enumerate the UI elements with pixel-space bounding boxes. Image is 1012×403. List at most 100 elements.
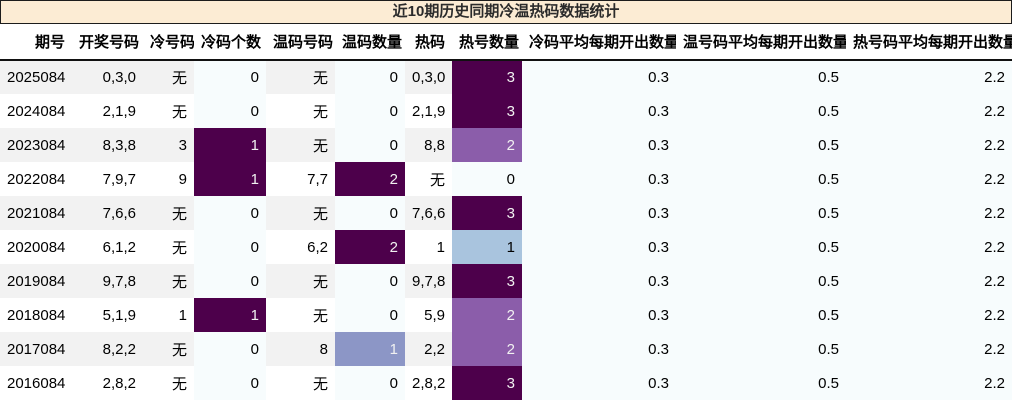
cell-period: 2020084 — [0, 230, 72, 264]
cell-period: 2017084 — [0, 332, 72, 366]
cell-draw: 9,7,8 — [72, 264, 143, 298]
cell-cold: 1 — [143, 298, 194, 332]
cell-hot_count: 3 — [452, 196, 522, 230]
column-header-hot_avg: 热号码平均每期开出数量 — [846, 24, 1012, 61]
table-body: 2025084 0,3,0 无 0 无 0 0,3,0 3 0.3 0.5 2.2 2024084 2,… — [0, 60, 1012, 400]
cell-warm_count: 0 — [335, 298, 405, 332]
cell-hot: 5,9 — [405, 298, 452, 332]
cell-cold: 无 — [143, 264, 194, 298]
cell-cold_avg: 0.3 — [522, 230, 676, 264]
cell-cold_count: 0 — [194, 60, 266, 94]
cell-hot_avg: 2.2 — [846, 128, 1012, 162]
cell-cold_count: 0 — [194, 230, 266, 264]
cell-hot_count: 0 — [452, 162, 522, 196]
column-header-warm_count: 温码数量 — [335, 24, 405, 61]
cell-cold_count: 0 — [194, 332, 266, 366]
cell-draw: 5,1,9 — [72, 298, 143, 332]
cell-warm: 无 — [266, 128, 335, 162]
cell-cold_avg: 0.3 — [522, 298, 676, 332]
cell-warm: 无 — [266, 298, 335, 332]
cell-draw: 6,1,2 — [72, 230, 143, 264]
cell-period: 2024084 — [0, 94, 72, 128]
cell-cold_count: 0 — [194, 196, 266, 230]
cell-cold_avg: 0.3 — [522, 94, 676, 128]
column-header-draw: 开奖号码 — [72, 24, 143, 61]
cell-hot: 无 — [405, 162, 452, 196]
cell-cold_avg: 0.3 — [522, 60, 676, 94]
cell-warm_count: 0 — [335, 264, 405, 298]
cell-period: 2025084 — [0, 60, 72, 94]
cell-hot_count: 1 — [452, 230, 522, 264]
table-row: 2025084 0,3,0 无 0 无 0 0,3,0 3 0.3 0.5 2.2 — [0, 60, 1012, 94]
cell-cold_count: 0 — [194, 264, 266, 298]
cell-warm: 无 — [266, 264, 335, 298]
cell-hot: 7,6,6 — [405, 196, 452, 230]
cell-warm_count: 0 — [335, 94, 405, 128]
column-header-warm_avg: 温号码平均每期开出数量 — [676, 24, 846, 61]
cell-hot_count: 3 — [452, 366, 522, 400]
cell-hot_avg: 2.2 — [846, 60, 1012, 94]
cell-hot_count: 3 — [452, 60, 522, 94]
cell-warm: 8 — [266, 332, 335, 366]
cell-hot_count: 3 — [452, 264, 522, 298]
cell-warm_avg: 0.5 — [676, 162, 846, 196]
table-row: 2024084 2,1,9 无 0 无 0 2,1,9 3 0.3 0.5 2.2 — [0, 94, 1012, 128]
cell-hot_avg: 2.2 — [846, 162, 1012, 196]
cell-hot: 2,2 — [405, 332, 452, 366]
cell-cold_count: 1 — [194, 128, 266, 162]
cell-cold_count: 0 — [194, 94, 266, 128]
table-header: 期号 开奖号码 冷号码 冷码个数 温码号码 温码数量 热码 热号数量 冷码平均每期开出数量 温号码… — [0, 24, 1012, 61]
cell-hot_avg: 2.2 — [846, 264, 1012, 298]
cell-cold: 无 — [143, 94, 194, 128]
cell-cold_count: 1 — [194, 162, 266, 196]
cell-hot: 2,8,2 — [405, 366, 452, 400]
cell-draw: 7,6,6 — [72, 196, 143, 230]
cell-warm_avg: 0.5 — [676, 298, 846, 332]
cell-draw: 2,1,9 — [72, 94, 143, 128]
page-title: 近10期历史同期冷温热码数据统计 — [0, 0, 1012, 24]
cell-hot_avg: 2.2 — [846, 196, 1012, 230]
cell-draw: 0,3,0 — [72, 60, 143, 94]
table-row: 2019084 9,7,8 无 0 无 0 9,7,8 3 0.3 0.5 2.2 — [0, 264, 1012, 298]
cell-cold_avg: 0.3 — [522, 332, 676, 366]
cell-warm_count: 0 — [335, 366, 405, 400]
cell-cold_avg: 0.3 — [522, 162, 676, 196]
cell-cold_count: 1 — [194, 298, 266, 332]
cell-period: 2023084 — [0, 128, 72, 162]
cell-warm_avg: 0.5 — [676, 128, 846, 162]
cell-cold: 9 — [143, 162, 194, 196]
cell-hot_count: 2 — [452, 332, 522, 366]
cell-period: 2022084 — [0, 162, 72, 196]
cell-cold_avg: 0.3 — [522, 264, 676, 298]
column-header-warm: 温码号码 — [266, 24, 335, 61]
cell-warm_count: 1 — [335, 332, 405, 366]
table-row: 2018084 5,1,9 1 1 无 0 5,9 2 0.3 0.5 2.2 — [0, 298, 1012, 332]
cell-period: 2018084 — [0, 298, 72, 332]
cell-hot: 9,7,8 — [405, 264, 452, 298]
cell-warm: 6,2 — [266, 230, 335, 264]
cell-period: 2019084 — [0, 264, 72, 298]
table-row: 2017084 8,2,2 无 0 8 1 2,2 2 0.3 0.5 2.2 — [0, 332, 1012, 366]
cold-warm-hot-stats-table: 期号 开奖号码 冷号码 冷码个数 温码号码 温码数量 热码 热号数量 冷码平均每期开出数量 温号码… — [0, 24, 1012, 400]
cell-warm_avg: 0.5 — [676, 230, 846, 264]
cell-warm: 无 — [266, 196, 335, 230]
cell-hot: 1 — [405, 230, 452, 264]
cell-cold_avg: 0.3 — [522, 196, 676, 230]
cell-hot_avg: 2.2 — [846, 366, 1012, 400]
table-row: 2016084 2,8,2 无 0 无 0 2,8,2 3 0.3 0.5 2.2 — [0, 366, 1012, 400]
column-header-hot_count: 热号数量 — [452, 24, 522, 61]
cell-warm: 7,7 — [266, 162, 335, 196]
cell-warm_count: 0 — [335, 60, 405, 94]
cell-warm_avg: 0.5 — [676, 366, 846, 400]
table-row: 2023084 8,3,8 3 1 无 0 8,8 2 0.3 0.5 2.2 — [0, 128, 1012, 162]
cell-draw: 2,8,2 — [72, 366, 143, 400]
cell-warm_avg: 0.5 — [676, 60, 846, 94]
cell-cold_avg: 0.3 — [522, 366, 676, 400]
cell-draw: 8,2,2 — [72, 332, 143, 366]
cell-warm_count: 0 — [335, 196, 405, 230]
cell-cold: 3 — [143, 128, 194, 162]
header-row: 期号 开奖号码 冷号码 冷码个数 温码号码 温码数量 热码 热号数量 冷码平均每期开出数量 温号码… — [0, 24, 1012, 61]
cell-hot_count: 3 — [452, 94, 522, 128]
cell-warm: 无 — [266, 60, 335, 94]
cell-hot_count: 2 — [452, 128, 522, 162]
